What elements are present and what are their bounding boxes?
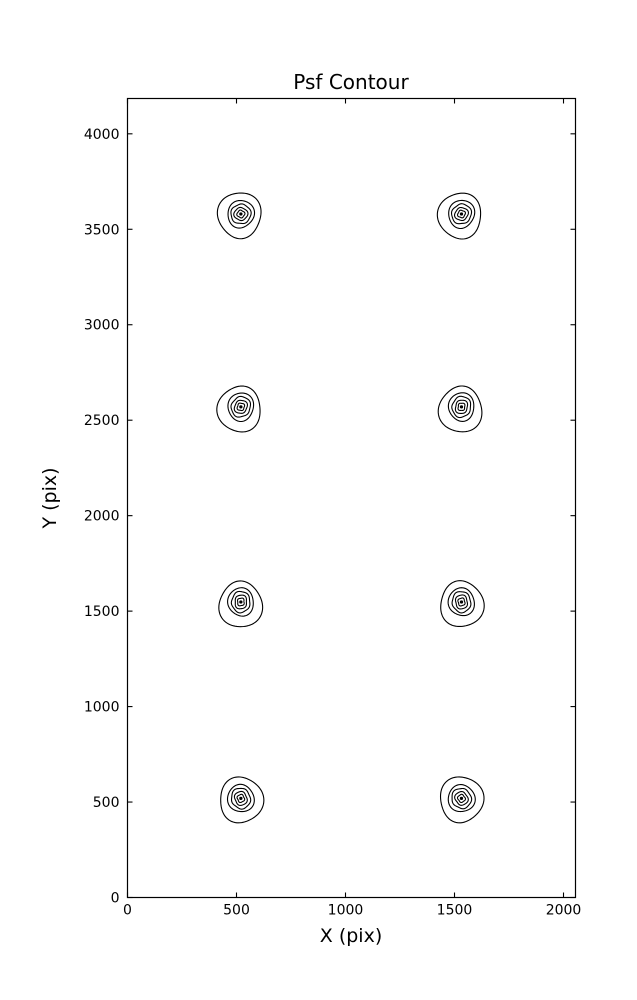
y-tick-label: 2500 [84,413,120,429]
contour-ring [454,399,469,414]
y-tick-label: 1500 [84,604,120,620]
psf-center-dot [459,796,464,801]
contour-ring [230,590,251,614]
contour-ring [457,402,466,411]
contour-ring [230,787,252,810]
y-axis-label: Y (pix) [39,467,61,529]
psf-center-dot [459,212,464,216]
x-tick-label: 1000 [328,903,364,919]
contour-ring [227,199,256,229]
x-tick-label: 500 [223,903,250,919]
contour-ring [439,776,485,824]
contour-ring [451,395,472,419]
contour-ring [454,790,469,806]
contour-ring [450,203,473,225]
contour-ring [230,203,252,225]
x-tick-label: 1500 [437,903,473,919]
x-tick-label: 0 [123,903,132,919]
contour-ring [227,587,254,617]
plot-title: Psf Contour [293,70,409,94]
contour-ring [447,392,475,422]
y-tick-label: 500 [93,795,120,811]
psf-center-dot [239,212,243,216]
contour-ring [236,793,246,804]
contour-ring [233,790,248,806]
x-tick-label: 2000 [546,903,582,919]
contour-blob [218,580,264,628]
contour-ring [451,787,473,810]
y-tick-label: 0 [111,891,120,907]
contour-ring [233,399,248,414]
contour-ring [451,591,472,614]
contour-ring [440,580,485,628]
contour-blob [436,192,482,240]
psf-center-dot [459,405,464,409]
contour-ring [447,587,475,617]
contour-blob [440,580,485,628]
psf-center-dot [239,796,243,801]
contour-ring [216,385,261,433]
y-tick-label: 3500 [84,222,120,238]
contour-ring [236,597,245,607]
contour-ring [218,580,264,628]
contour-blob [439,776,485,824]
contour-ring [220,776,265,824]
contour-ring [457,597,466,607]
psf-center-dot [239,405,243,409]
contour-blob [216,385,261,433]
contour-ring [230,395,252,418]
contour-blob [220,776,265,824]
contour-ring [437,385,483,433]
contour-ring [233,206,249,222]
contour-ring [234,594,247,610]
psf-center-dot [239,600,243,604]
contour-ring [216,192,262,240]
contour-ring [453,206,469,222]
contour-blob [437,385,483,433]
contour-ring [456,793,467,804]
contour-ring [226,783,255,813]
contour-ring [227,392,255,423]
y-tick-label: 2000 [84,509,120,525]
contour-ring [456,209,466,219]
contour-ring [236,209,246,219]
y-tick-label: 3000 [84,318,120,334]
y-tick-label: 4000 [84,127,120,143]
axes-frame [126,97,577,899]
contour-ring [436,192,482,240]
contour-ring [454,594,469,610]
contour-blob [216,192,262,240]
x-axis-label: X (pix) [319,925,383,947]
psf-center-dot [459,600,464,604]
contour-ring [448,199,476,230]
contour-ring [447,784,476,813]
y-tick-label: 1000 [84,700,120,716]
contour-ring [236,402,246,412]
